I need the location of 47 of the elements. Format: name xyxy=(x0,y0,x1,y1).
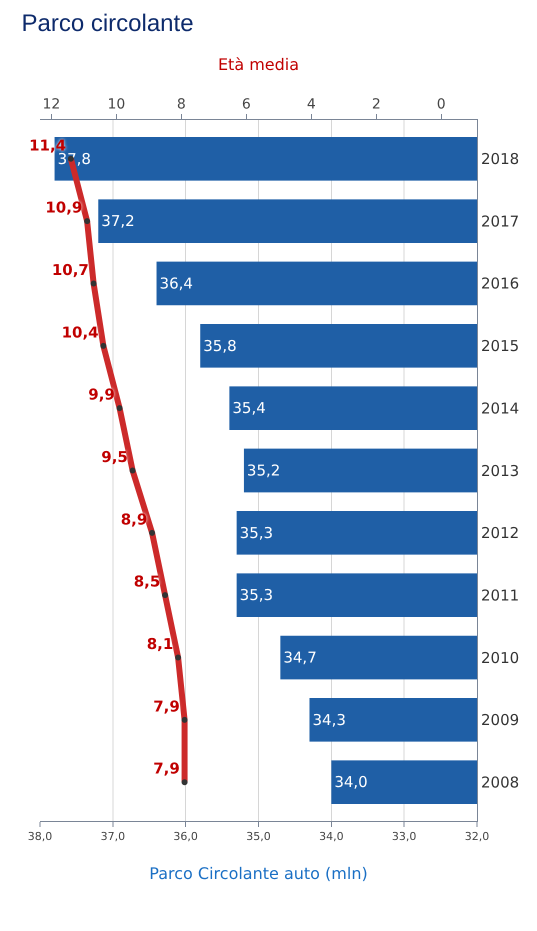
y-tick-label: 2011 xyxy=(481,586,520,604)
data-label: 35,4 xyxy=(232,399,266,418)
y-tick-label: 2015 xyxy=(481,337,520,356)
x-tick-label: 35,0 xyxy=(246,830,271,844)
y-tick-label: 2009 xyxy=(481,711,520,730)
data-label: 10,7 xyxy=(52,260,89,279)
data-label: 9,9 xyxy=(88,386,115,404)
data-label: 34,3 xyxy=(312,710,346,729)
data-label: 10,4 xyxy=(62,323,99,342)
data-label: 35,2 xyxy=(246,462,280,480)
x-tick-label: 34,0 xyxy=(319,830,344,844)
data-label: 37,2 xyxy=(101,212,135,230)
x2-tick-label: 8 xyxy=(176,96,186,112)
x2-tick-label: 4 xyxy=(306,96,316,112)
x2-axis-title: Età media xyxy=(218,55,300,74)
x-tick-label: 32,0 xyxy=(464,830,490,844)
data-label: 10,9 xyxy=(45,198,82,217)
x2-tick-label: 10 xyxy=(107,96,126,112)
x-tick-label: 36,0 xyxy=(173,830,198,844)
data-label: 34,0 xyxy=(334,773,368,792)
y-tick-label: 2014 xyxy=(481,399,520,418)
x2-tick-label: 0 xyxy=(436,96,446,112)
y-tick-label: 2018 xyxy=(481,150,520,168)
y-tick-label: 2017 xyxy=(481,212,520,230)
chart-title: Parco circolante xyxy=(21,10,194,37)
x-axis-title: Parco Circolante auto (mln) xyxy=(149,864,368,883)
x-tick-label: 33,0 xyxy=(392,830,416,844)
y-tick-label: 2010 xyxy=(481,648,520,667)
x2-tick-label: 12 xyxy=(42,96,60,112)
data-label: 36,4 xyxy=(160,274,193,292)
data-label: 35,3 xyxy=(240,586,274,604)
x-tick-label: 38,0 xyxy=(28,830,52,844)
x2-tick-label: 6 xyxy=(242,96,251,112)
x2-tick-label: 2 xyxy=(372,96,381,112)
data-label: 8,1 xyxy=(146,635,174,654)
data-label: 7,9 xyxy=(153,760,180,778)
data-label: 7,9 xyxy=(153,697,180,716)
data-label: 35,3 xyxy=(240,524,274,542)
y-tick-label: 2013 xyxy=(481,462,520,480)
y-tick-label: 2016 xyxy=(481,274,520,293)
data-label: 35,8 xyxy=(203,336,237,355)
y-tick-label: 2012 xyxy=(481,524,520,542)
x-tick-label: 37,0 xyxy=(100,830,126,844)
data-label: 8,5 xyxy=(134,572,160,591)
data-label: 9,5 xyxy=(101,448,128,466)
y-tick-label: 2008 xyxy=(481,773,520,792)
data-label: 34,7 xyxy=(283,648,317,667)
